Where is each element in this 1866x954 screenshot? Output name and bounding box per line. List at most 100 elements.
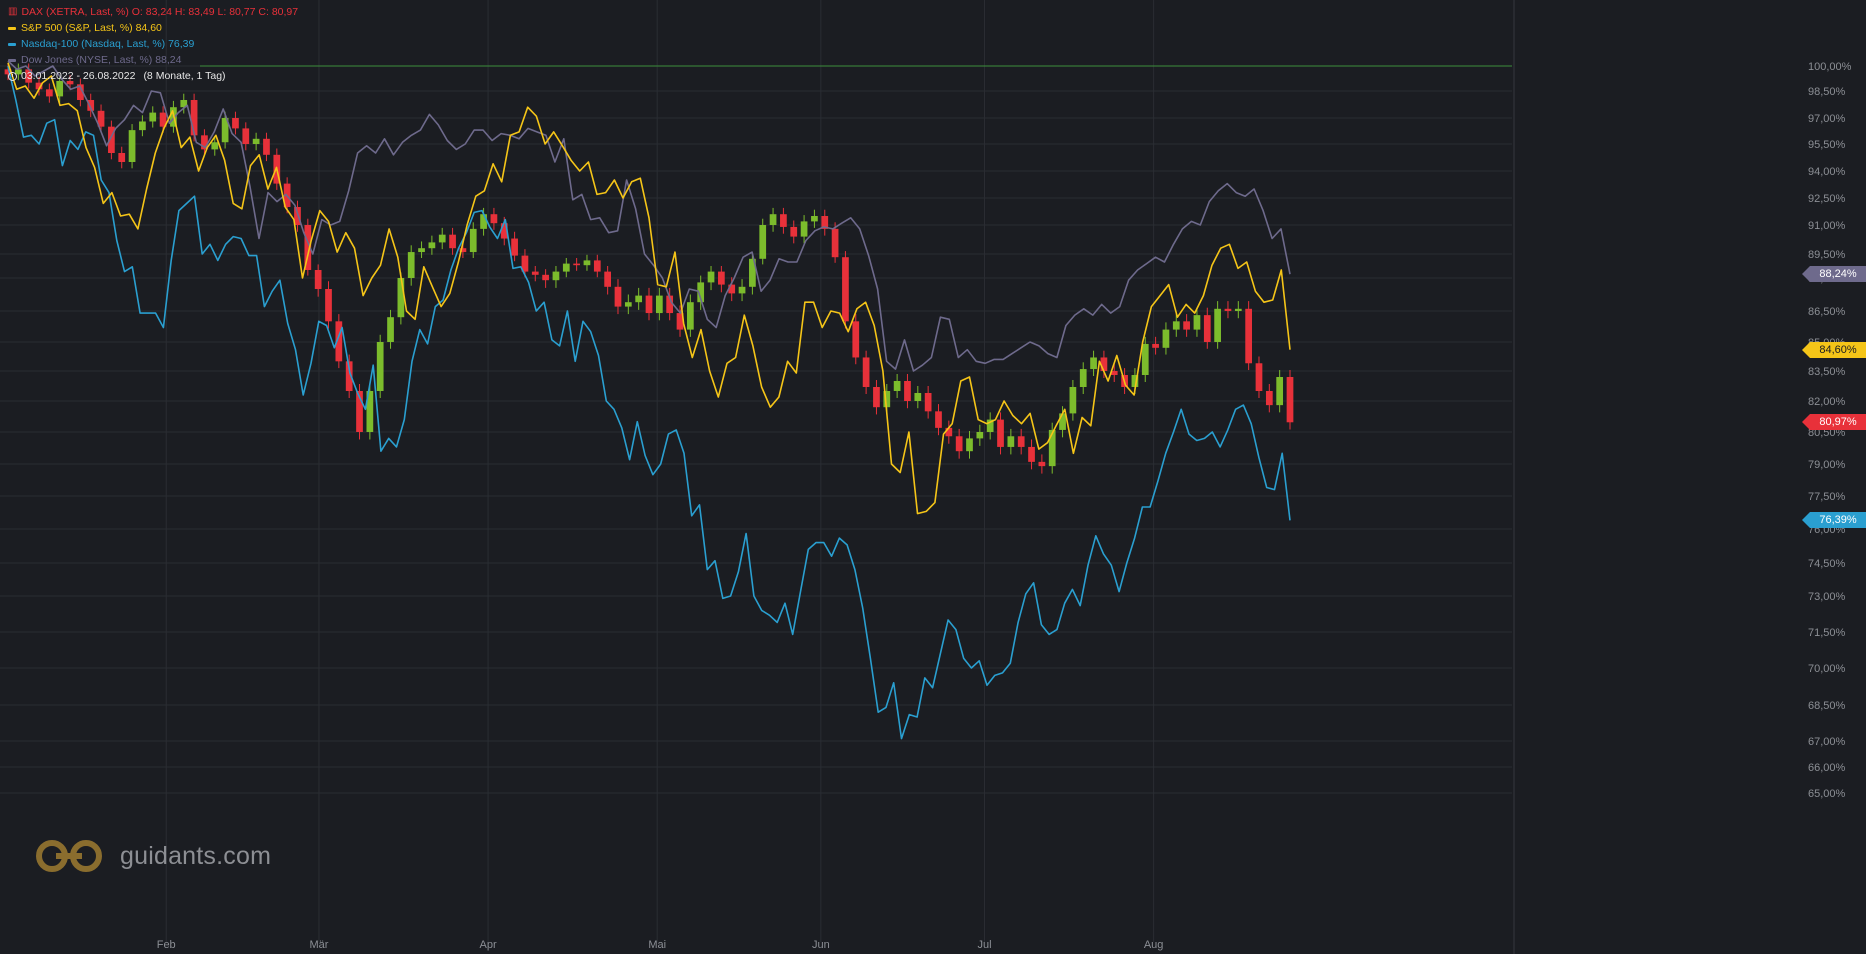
dax-candle [139, 115, 146, 137]
y-tick-label: 79,00% [1808, 459, 1846, 471]
dax-candle [387, 309, 394, 349]
dax-candle [614, 279, 622, 315]
dax-candle-body [35, 82, 43, 90]
dax-candle-body [263, 138, 270, 155]
dax-candle-body [469, 228, 477, 253]
dax-candle-body [438, 234, 446, 243]
dax-candle [345, 354, 353, 398]
dax-candle [686, 294, 694, 337]
last-value-tag-1: 84,60% [1802, 341, 1866, 358]
dax-candle [118, 146, 126, 169]
dax-candle [407, 245, 415, 286]
dax-candle [924, 386, 932, 419]
chart-grid [0, 0, 1515, 954]
dax-candle [356, 384, 363, 440]
dax-candle-body [966, 438, 973, 452]
dax-candle-body [821, 216, 829, 229]
dax-candle [986, 412, 994, 440]
x-tick-label: Mär [309, 939, 328, 951]
dax-candle-body [87, 100, 95, 111]
legend-dax[interactable]: ▥ DAX (XETRA, Last, %) O: 83,24 H: 83,49… [8, 4, 298, 20]
x-tick-label: Aug [1144, 939, 1164, 951]
dax-candle-body [873, 387, 880, 408]
dax-candle-body [1028, 446, 1035, 462]
dax-candle [811, 209, 818, 228]
dax-candle [335, 314, 343, 369]
dax-candle [904, 374, 911, 409]
dax-candle [831, 222, 839, 263]
x-tick-label: Mai [648, 939, 666, 951]
dax-candle-body [790, 226, 798, 237]
dax-candle [552, 266, 560, 288]
dax-candle-body [1079, 369, 1087, 387]
dax-candle-body [1224, 308, 1232, 311]
dax-candle [511, 231, 518, 262]
dax-candle [852, 314, 860, 365]
dax-candle-body [842, 257, 849, 322]
dax-candle [562, 258, 570, 278]
dax-candle [314, 264, 322, 297]
last-value-tag-0: 80,97% [1802, 414, 1866, 431]
dax-candle [449, 227, 456, 255]
dax-candle [1028, 439, 1035, 470]
dax-candle-body [449, 234, 456, 249]
dax-candle-body [676, 313, 684, 330]
dax-candle-body [139, 121, 146, 131]
dax-candle-body [521, 255, 529, 272]
dax-candle [1152, 336, 1159, 355]
dax-candle-body [686, 302, 694, 330]
dax-candle-body [1017, 436, 1025, 447]
legend-sp500[interactable]: S&P 500 (S&P, Last, %) 84,60 [8, 20, 298, 36]
dax-candle [1069, 380, 1077, 421]
dax-candle [1048, 422, 1056, 474]
dax-candle-body [573, 263, 580, 266]
dax-candle-body [1069, 387, 1077, 414]
dax-candle-body [325, 289, 332, 322]
dax-candle [376, 334, 384, 398]
dax-candle [242, 122, 250, 151]
dax-candle-body [407, 252, 415, 278]
series-line-2 [7, 65, 1291, 740]
last-value-tag-3: 88,24% [1802, 266, 1866, 283]
dax-candle-body [831, 228, 839, 258]
dax-candle [45, 83, 53, 103]
dax-candle-body [180, 100, 188, 108]
dax-candle-body [852, 321, 860, 358]
dax-candle [304, 218, 312, 276]
dax-candle-body [480, 214, 487, 229]
dax-candle [490, 207, 498, 230]
dax-candle-body [1276, 377, 1284, 406]
logo-text: guidants.com [120, 841, 272, 870]
dax-candle [87, 93, 95, 118]
y-tick-label: 98,50% [1808, 86, 1846, 98]
legend-dow[interactable]: Dow Jones (NYSE, Last, %) 88,24 [8, 52, 298, 68]
dax-candle [1110, 364, 1118, 382]
y-tick-label: 77,50% [1808, 491, 1846, 503]
legend-nasdaq[interactable]: Nasdaq-100 (Nasdaq, Last, %) 76,39 [8, 36, 298, 52]
dax-candle [1224, 301, 1232, 319]
dax-candle [1234, 301, 1242, 319]
y-axis: 100,00% 98,50% 97,00% 95,50% 94,00% 92,50% 91,… [1808, 61, 1852, 800]
date-range[interactable]: 03.01.2022 - 26.08.2022 (8 Monate, 1 Tag… [8, 68, 298, 84]
dax-candle-body [759, 225, 767, 259]
dax-candle [914, 386, 922, 409]
dax-candle [469, 222, 477, 258]
dax-candlesticks [4, 63, 1294, 474]
legend-sp500-label: S&P 500 (S&P, Last, %) 84,60 [21, 22, 162, 34]
dax-candle-body [986, 419, 994, 432]
y-tick-label: 66,00% [1808, 762, 1846, 774]
dax-candle-body [635, 295, 643, 303]
dax-candle [935, 404, 942, 436]
dax-candle [438, 227, 446, 250]
dax-candle [1203, 307, 1211, 349]
dax-candle [583, 254, 591, 271]
dax-candle [862, 350, 870, 394]
dax-candle-body [500, 223, 508, 239]
dax-candle-body [25, 69, 33, 83]
dax-candle [769, 207, 777, 232]
dax-candle-body [707, 271, 715, 283]
x-tick-label: Jul [977, 939, 991, 951]
y-tick-label: 83,50% [1808, 366, 1846, 378]
dax-candle-body [955, 436, 963, 452]
